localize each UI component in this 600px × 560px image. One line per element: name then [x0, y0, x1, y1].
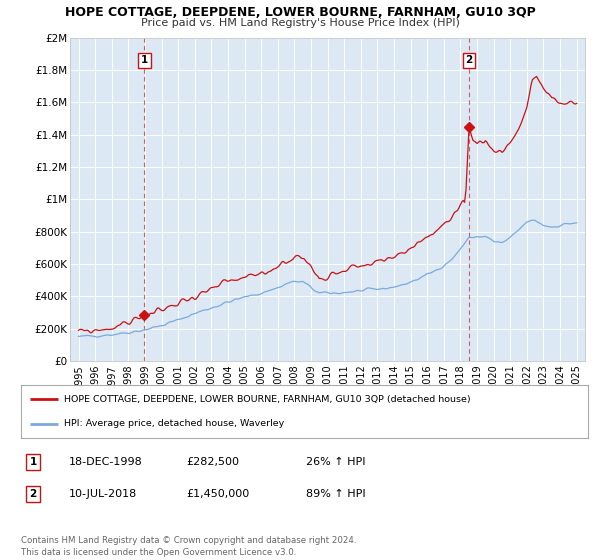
Text: 2: 2: [466, 55, 473, 65]
Text: £282,500: £282,500: [186, 457, 239, 467]
Text: HOPE COTTAGE, DEEPDENE, LOWER BOURNE, FARNHAM, GU10 3QP (detached house): HOPE COTTAGE, DEEPDENE, LOWER BOURNE, FA…: [64, 395, 470, 404]
Text: HPI: Average price, detached house, Waverley: HPI: Average price, detached house, Wave…: [64, 419, 284, 428]
Text: Contains HM Land Registry data © Crown copyright and database right 2024.
This d: Contains HM Land Registry data © Crown c…: [21, 536, 356, 557]
Text: 1: 1: [141, 55, 148, 65]
Text: 1: 1: [29, 457, 37, 467]
Text: 2: 2: [29, 489, 37, 499]
Text: 10-JUL-2018: 10-JUL-2018: [69, 489, 137, 499]
Text: Price paid vs. HM Land Registry's House Price Index (HPI): Price paid vs. HM Land Registry's House …: [140, 18, 460, 28]
Text: £1,450,000: £1,450,000: [186, 489, 249, 499]
Text: 89% ↑ HPI: 89% ↑ HPI: [306, 489, 365, 499]
Text: HOPE COTTAGE, DEEPDENE, LOWER BOURNE, FARNHAM, GU10 3QP: HOPE COTTAGE, DEEPDENE, LOWER BOURNE, FA…: [65, 6, 535, 18]
Text: 18-DEC-1998: 18-DEC-1998: [69, 457, 143, 467]
Text: 26% ↑ HPI: 26% ↑ HPI: [306, 457, 365, 467]
